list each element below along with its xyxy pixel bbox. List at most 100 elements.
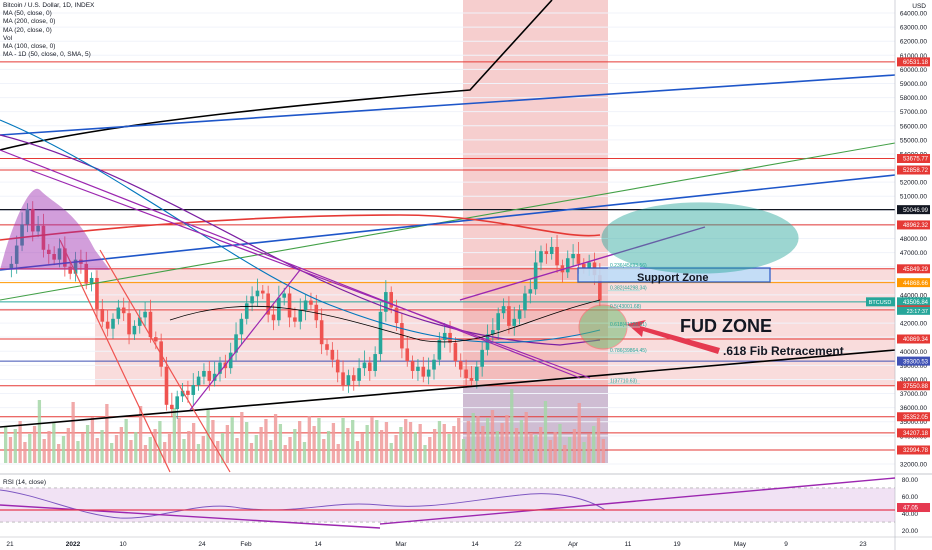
volume-bar <box>143 445 148 463</box>
candle-body <box>191 385 196 395</box>
level-price-text: 40869.34 <box>903 337 929 343</box>
legend-line[interactable]: MA (50, close, 0) <box>3 10 52 18</box>
volume-bar <box>490 410 495 463</box>
rsi-tick-label: 60.00 <box>902 494 919 501</box>
volume-bar <box>13 429 17 463</box>
candle-body <box>36 225 40 232</box>
candle-body <box>496 313 500 331</box>
volume-bar <box>394 435 398 463</box>
candle-body <box>565 258 570 273</box>
volume-bar <box>124 419 128 463</box>
level-price-tag <box>897 154 930 164</box>
legend-line[interactable]: MA (100, close, 0) <box>3 43 56 51</box>
legend-line[interactable]: MA - 1D (50, close, 0, SMA, 5) <box>3 51 91 59</box>
level-price-text: 45849.29 <box>903 267 929 273</box>
candle-body <box>293 317 297 322</box>
level-price-text: 37550.88 <box>903 384 929 390</box>
volume-bar <box>211 420 215 463</box>
countdown-tag <box>897 306 930 315</box>
price-tick-label: 61000.00 <box>900 53 927 60</box>
pattern-shape <box>0 188 110 270</box>
volume-bar <box>148 437 152 463</box>
time-tick-label: 14 <box>471 541 479 548</box>
rsi-trend-line <box>0 504 381 529</box>
volume-bar <box>81 433 85 463</box>
candle-body <box>325 344 329 350</box>
candle-body <box>154 337 158 342</box>
volume-bar <box>18 421 22 463</box>
volume-bar <box>177 418 181 463</box>
volume-bar <box>601 439 605 463</box>
volume-bar <box>577 403 581 463</box>
volume-bar <box>134 432 138 463</box>
range-box <box>95 268 895 386</box>
time-axis: 21 2022 10 24 Feb 14 Mar 14 22 Apr 11 19 May 9 23 <box>0 536 932 548</box>
level-price-tag <box>897 297 930 307</box>
fib-label: 0.382(44298.34) <box>610 286 647 292</box>
trend-line-upper <box>0 0 553 151</box>
candle-body <box>234 334 238 353</box>
candle-body <box>175 396 179 410</box>
time-tick-label: Apr <box>568 541 579 548</box>
legend-line[interactable]: MA (20, close, 0) <box>3 26 52 34</box>
price-axis: 64000.00 63000.00 62000.00 61000.00 60000.00… <box>866 0 932 550</box>
candle-body <box>533 262 538 290</box>
volume-bar <box>447 434 451 463</box>
level-price-text: 48962.32 <box>903 223 929 229</box>
candle-body <box>186 390 190 395</box>
price-tick-label: 60000.00 <box>900 67 927 74</box>
level-price-text: 60531.18 <box>903 60 929 66</box>
level-price-tag <box>897 264 930 274</box>
candle-body <box>89 277 94 284</box>
candle-body <box>442 332 447 340</box>
candle-body <box>549 246 554 255</box>
candle-body <box>469 378 474 381</box>
volume-bar <box>129 440 133 463</box>
candle-body <box>132 325 137 335</box>
volume-bar <box>567 437 572 463</box>
legend-title[interactable]: Bitcoin / U.S. Dollar, 1D, INDEX <box>3 2 95 9</box>
volume-bar <box>42 439 46 463</box>
candle-body <box>491 330 495 335</box>
volume-bar <box>138 406 143 463</box>
candle-body <box>271 314 276 321</box>
volume-bar <box>572 429 577 463</box>
price-tick-label: 59000.00 <box>900 81 927 88</box>
volume-bar <box>505 415 509 463</box>
volume-bar <box>375 420 379 463</box>
legend-line[interactable]: Vol <box>3 34 13 42</box>
trend-line-red-a <box>59 239 171 473</box>
candle-body <box>287 293 292 318</box>
volume-bar <box>201 436 205 463</box>
volume-bar <box>153 429 157 463</box>
legend-line[interactable]: MA (200, close, 0) <box>3 18 56 26</box>
price-tick-label: 58000.00 <box>900 95 927 102</box>
volume-bar <box>548 440 552 463</box>
rsi-legend[interactable]: RSI (14, close) <box>3 479 46 486</box>
support-zone-label: Support Zone <box>637 272 709 284</box>
time-tick-label: 14 <box>314 541 322 548</box>
volume-bar <box>341 418 345 463</box>
volume-bar <box>66 428 70 463</box>
candle-body <box>68 266 72 274</box>
candle-body <box>405 348 410 362</box>
rsi-trend-line <box>379 477 896 525</box>
candle-body <box>202 370 206 377</box>
fib-label: 0.786(39864.45) <box>610 348 647 354</box>
trend-line-blue <box>0 174 896 271</box>
time-tick-label: 24 <box>198 541 206 548</box>
volume-bar <box>457 418 461 463</box>
candle-body <box>25 208 30 225</box>
volume-bar <box>317 418 321 463</box>
volume-bar <box>225 425 230 463</box>
candle-body <box>9 263 14 270</box>
volume-bar <box>389 443 393 463</box>
candle-body <box>598 275 602 301</box>
candle-body <box>111 318 115 329</box>
candle-body <box>303 300 308 311</box>
volume-bar <box>47 431 51 463</box>
volume-bar <box>510 389 514 463</box>
price-tick-label: 57000.00 <box>900 109 927 116</box>
volume-bar <box>254 435 258 463</box>
